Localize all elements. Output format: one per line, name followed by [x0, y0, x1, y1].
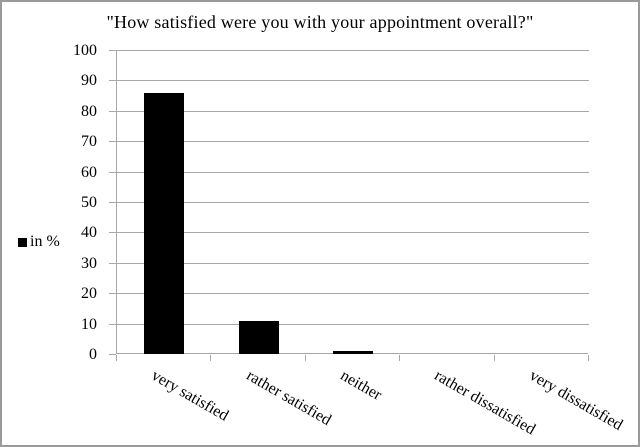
ytick-mark-100: [109, 50, 116, 51]
legend-marker-square: [18, 238, 27, 247]
ytick-mark-80: [109, 110, 116, 112]
ytick-label-10: 10: [81, 315, 97, 333]
ytick-label-70: 70: [81, 133, 97, 151]
bar-very-satisfied: [144, 92, 185, 354]
ytick-mark-0: [109, 354, 116, 355]
ytick-label-30: 30: [81, 254, 97, 272]
gridline-90: [117, 80, 589, 82]
xcat-label-neither: neither: [337, 367, 385, 404]
ytick-mark-20: [109, 293, 116, 295]
gridline-40: [117, 232, 589, 234]
gridline-50: [117, 202, 589, 203]
xtick-mark-0: [116, 355, 117, 361]
plot-area: [116, 50, 589, 354]
ytick-label-100: 100: [73, 42, 97, 59]
gridline-10: [117, 323, 589, 325]
xcat-label-rather-satisfied: rather satisfied: [243, 367, 334, 430]
gridline-30: [117, 262, 589, 264]
xtick-mark-1: [210, 355, 212, 361]
ytick-mark-10: [109, 323, 116, 325]
ytick-label-80: 80: [81, 102, 97, 120]
xcat-label-very-satisfied: very satisfied: [148, 367, 232, 425]
ytick-label-60: 60: [81, 163, 97, 181]
chart-title: "How satisfied were you with your appoin…: [106, 12, 534, 32]
ytick-label-20: 20: [81, 285, 97, 303]
xtick-mark-4: [493, 355, 495, 361]
gridline-60: [117, 171, 589, 173]
ytick-mark-90: [109, 80, 116, 82]
bar-rather-satisfied: [238, 320, 279, 354]
ytick-mark-60: [109, 171, 116, 173]
gridline-70: [117, 141, 589, 143]
xtick-mark-5: [588, 355, 589, 361]
gridline-80: [117, 110, 589, 112]
gridline-100: [117, 50, 589, 51]
ytick-label-40: 40: [81, 224, 97, 242]
xtick-mark-3: [399, 355, 401, 361]
ytick-mark-30: [109, 262, 116, 264]
bar-neither: [333, 350, 373, 354]
ytick-label-90: 90: [81, 72, 97, 90]
xtick-mark-2: [304, 355, 306, 361]
legend-label: in %: [30, 233, 60, 250]
xcat-label-very-dissatisfied: very dissatisfied: [526, 367, 626, 434]
ytick-label-0: 0: [89, 346, 97, 363]
xcat-label-rather-dissatisfied: rather dissatisfied: [431, 367, 539, 439]
legend: in %: [18, 233, 60, 251]
ytick-mark-70: [109, 141, 116, 143]
ytick-label-50: 50: [81, 194, 97, 211]
gridline-20: [117, 293, 589, 295]
ytick-mark-50: [109, 202, 116, 203]
ytick-mark-40: [109, 232, 116, 234]
